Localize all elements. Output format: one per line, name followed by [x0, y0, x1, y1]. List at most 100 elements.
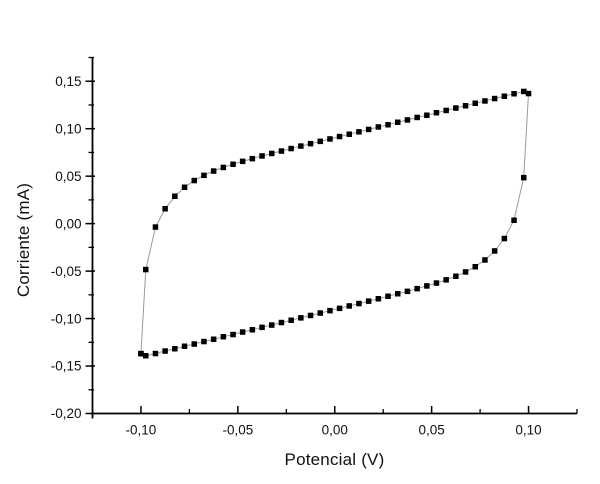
data-point-marker [424, 283, 430, 289]
cv-loop-line [140, 90, 530, 357]
data-point-marker [511, 91, 517, 97]
data-point-marker [346, 303, 352, 309]
x-tick-label: 0,05 [419, 423, 445, 438]
data-point-marker [143, 266, 149, 273]
x-tick-label: 0,10 [515, 423, 541, 438]
data-point-marker [414, 285, 420, 292]
data-point-marker [433, 280, 440, 286]
data-point-marker [491, 95, 498, 102]
data-point-marker [181, 184, 188, 190]
data-point-marker [385, 122, 391, 128]
data-point-marker [220, 164, 227, 171]
data-point-marker [201, 338, 207, 345]
data-point-marker [152, 224, 159, 230]
data-point-marker [404, 117, 411, 123]
data-point-marker [269, 322, 275, 328]
data-point-marker [521, 174, 527, 181]
data-point-marker [462, 103, 469, 109]
data-point-marker [172, 346, 178, 352]
y-tick-label: -0,15 [51, 359, 82, 374]
data-point-marker [482, 257, 488, 263]
data-point-marker [453, 273, 459, 279]
data-point-marker [143, 353, 149, 359]
y-axis-ticks: 0,15 0,10 0,05 0,00 -0,05 -0,10 -0,15 -0,20 [51, 56, 95, 421]
data-point-marker [269, 150, 275, 157]
data-point-marker [239, 158, 246, 165]
data-point-marker [210, 168, 217, 174]
x-tick-label: -0,10 [126, 423, 157, 438]
data-point-marker [162, 206, 168, 212]
y-tick-label: -0,20 [51, 406, 82, 421]
data-point-marker [414, 114, 420, 121]
data-point-marker [278, 319, 285, 326]
y-tick-label: 0,05 [55, 169, 81, 184]
data-point-marker [288, 145, 294, 152]
x-axis-title: Potencial (V) [284, 450, 385, 469]
data-point-marker [395, 119, 401, 125]
data-point-marker [288, 317, 294, 323]
data-point-marker [521, 88, 527, 95]
data-point-marker [259, 153, 265, 159]
data-point-marker [278, 148, 285, 154]
data-point-marker [162, 348, 168, 354]
data-point-marker [462, 269, 469, 275]
data-point-marker [327, 307, 333, 314]
data-point-marker [501, 93, 508, 99]
data-point-marker [298, 143, 304, 149]
data-point-marker [249, 327, 256, 333]
data-point-marker [336, 133, 343, 140]
data-point-marker [472, 100, 478, 106]
data-point-marker [501, 235, 508, 242]
data-point-marker [210, 336, 217, 342]
data-point-marker [220, 334, 227, 340]
data-point-marker [424, 112, 430, 118]
data-point-marker [375, 296, 382, 302]
data-point-marker [317, 310, 323, 316]
data-point-marker [138, 350, 144, 357]
data-point-marker [191, 341, 197, 347]
data-point-marker [385, 293, 391, 299]
data-point-marker [239, 329, 246, 335]
data-point-marker [491, 248, 498, 254]
data-point-marker [511, 217, 517, 223]
cv-data-markers [138, 88, 532, 359]
data-point-marker [327, 136, 333, 142]
data-point-marker [443, 277, 449, 283]
data-point-marker [472, 264, 478, 270]
data-point-marker [230, 161, 236, 167]
x-axis-ticks: -0,10 -0,05 0,00 0,05 0,10 [126, 406, 578, 438]
x-tick-label: -0,05 [222, 423, 253, 438]
data-point-marker [249, 155, 256, 162]
data-point-marker [317, 138, 323, 145]
data-point-marker [201, 172, 207, 179]
data-point-marker [191, 177, 197, 184]
data-point-marker [307, 140, 314, 147]
data-point-marker [346, 131, 352, 137]
data-point-marker [365, 126, 372, 133]
y-tick-label: 0,00 [55, 216, 81, 231]
data-point-marker [230, 331, 236, 338]
y-tick-label: -0,05 [51, 264, 82, 279]
data-point-marker [525, 90, 532, 97]
data-point-marker [356, 300, 362, 307]
data-point-marker [375, 124, 382, 130]
y-tick-label: -0,10 [51, 311, 82, 326]
data-point-marker [172, 193, 178, 199]
data-point-marker [453, 105, 459, 111]
data-point-marker [395, 291, 401, 297]
data-point-marker [259, 324, 265, 331]
y-axis-title: Corriente (mA) [14, 182, 33, 298]
y-tick-label: 0,10 [55, 121, 81, 136]
data-point-marker [336, 305, 343, 312]
y-tick-label: 0,15 [55, 74, 81, 89]
data-point-marker [365, 298, 372, 304]
data-point-marker [307, 312, 314, 319]
data-point-marker [404, 288, 411, 295]
data-point-marker [152, 350, 159, 357]
data-point-marker [482, 98, 488, 104]
data-point-marker [433, 110, 440, 116]
data-point-marker [443, 107, 449, 114]
data-point-marker [181, 343, 188, 349]
